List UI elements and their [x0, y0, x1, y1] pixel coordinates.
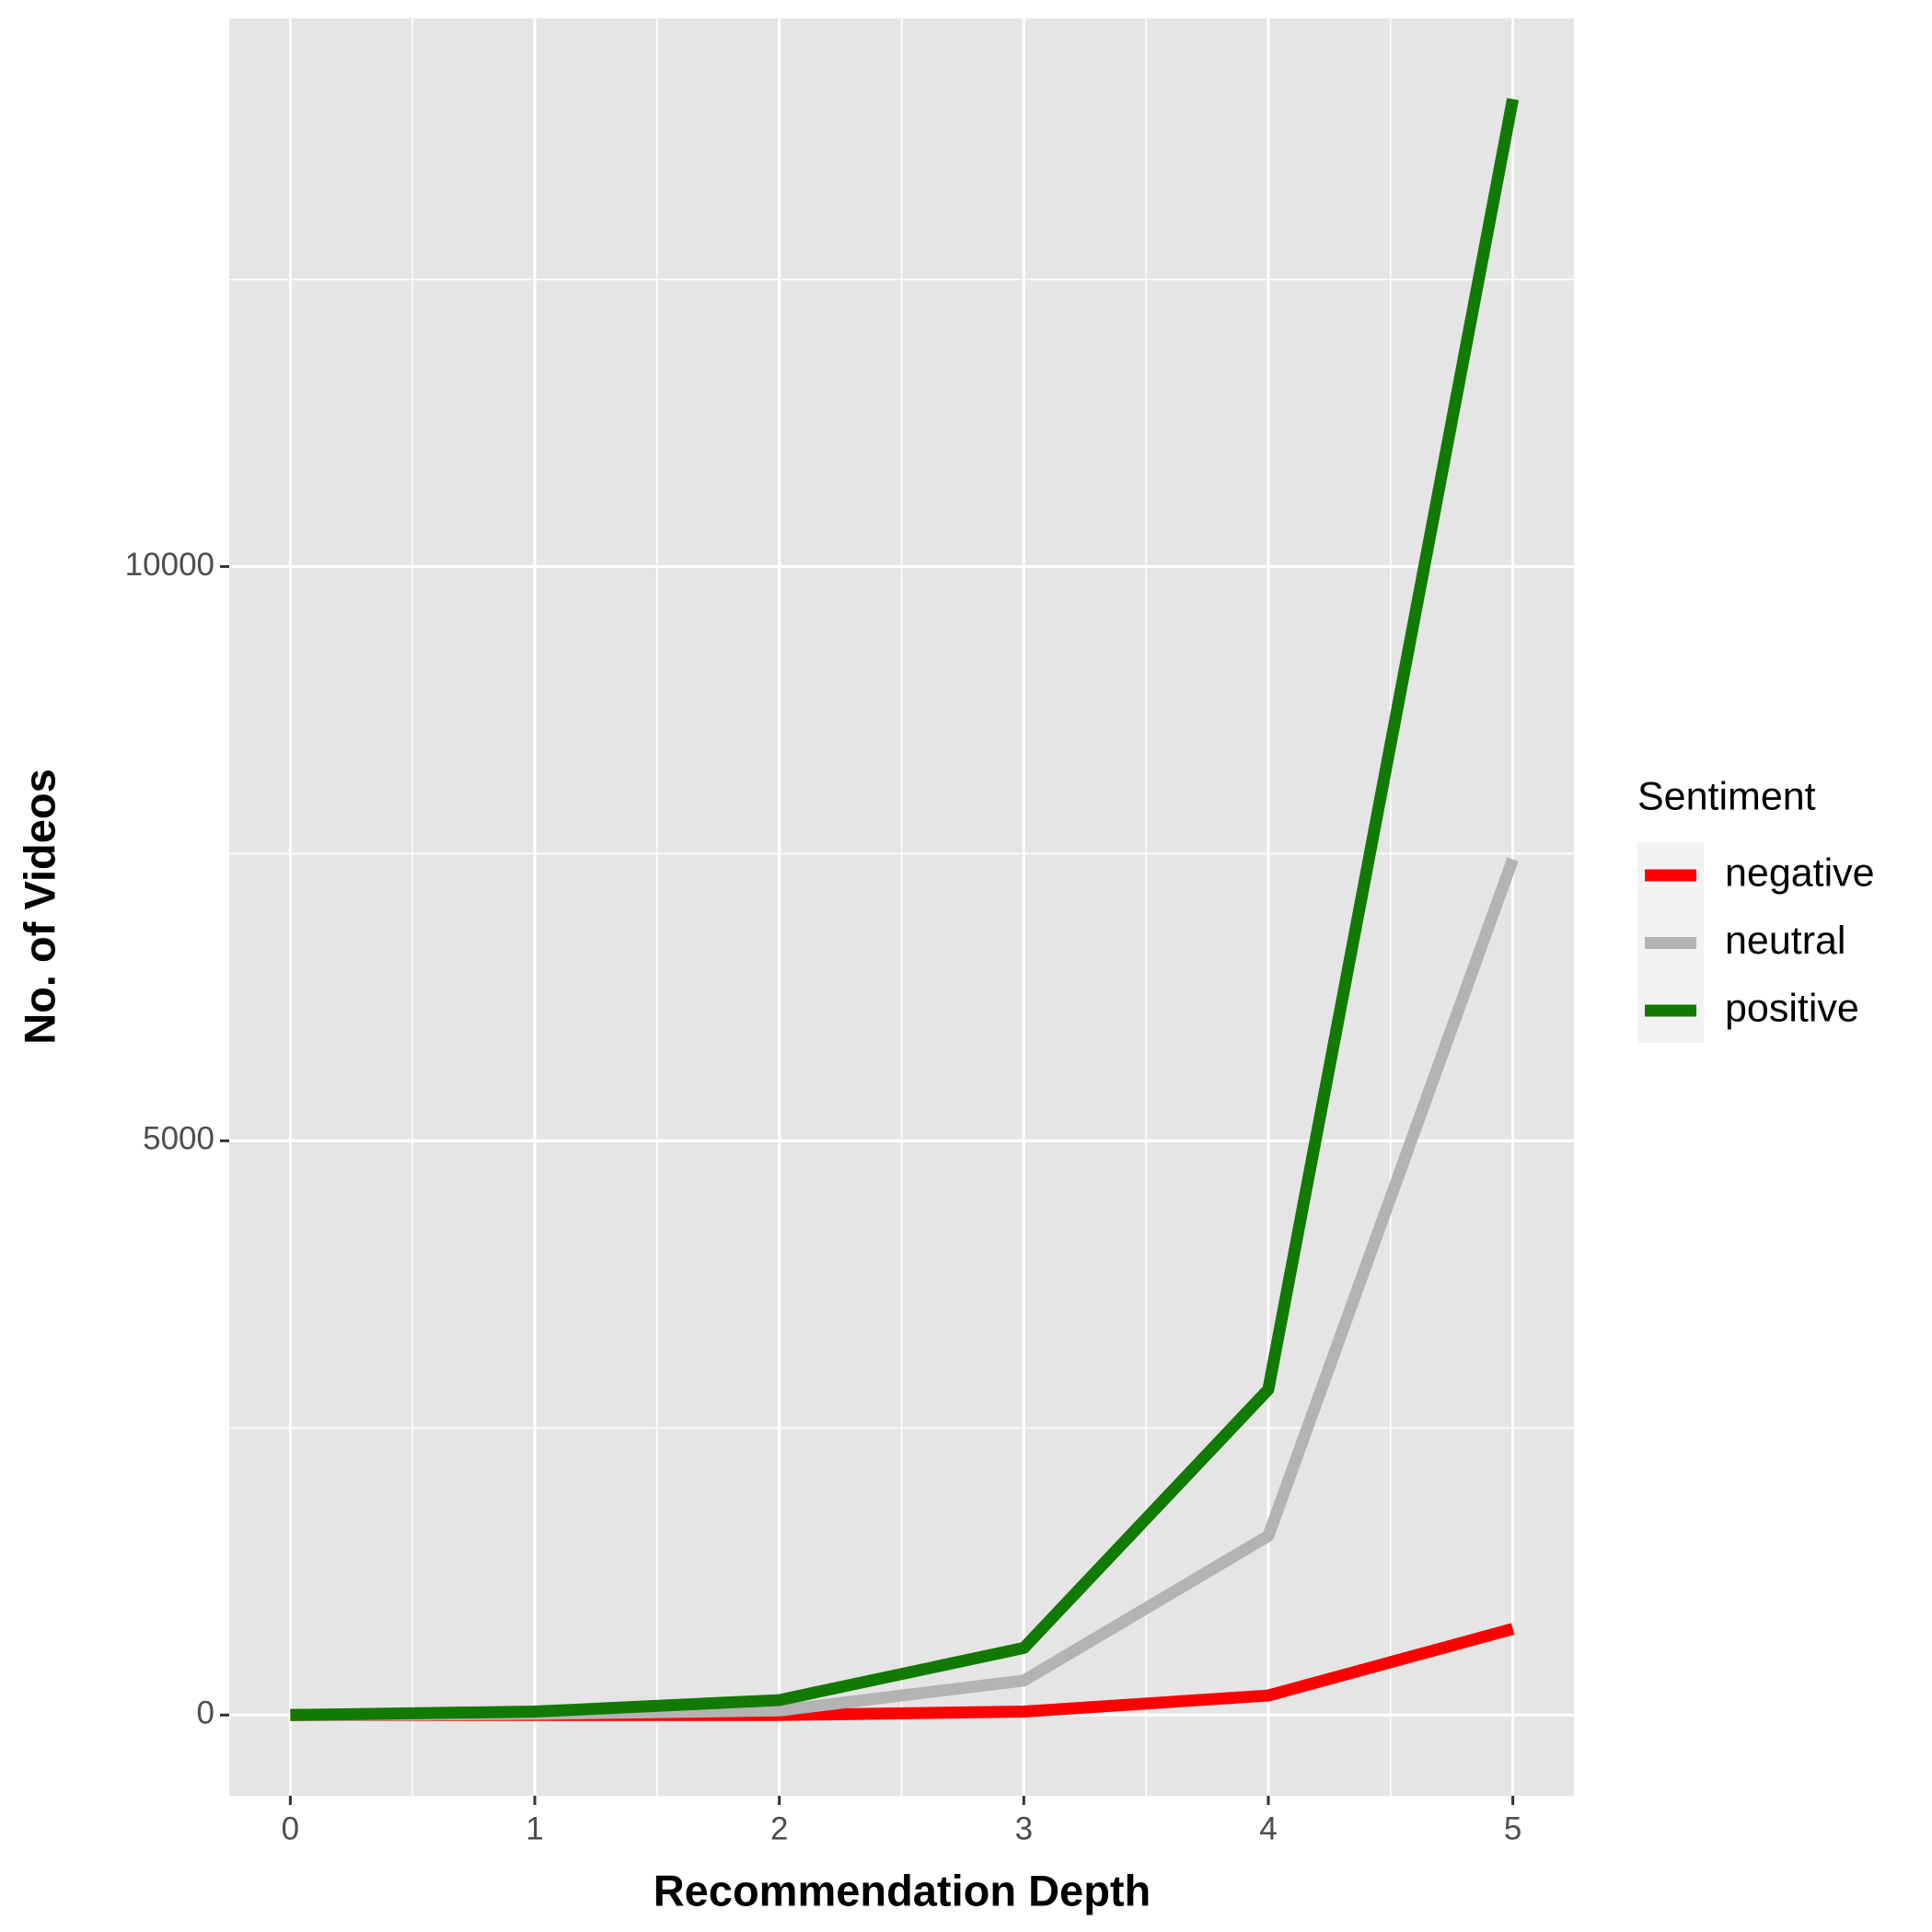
x-tick-label: 3: [1015, 1811, 1033, 1846]
x-axis-title: Recommendation Depth: [654, 1866, 1151, 1915]
x-tick-label: 4: [1259, 1811, 1277, 1846]
x-tick-label: 0: [282, 1811, 299, 1846]
lines: [290, 98, 1519, 1721]
legend-label: negative: [1725, 850, 1875, 895]
legend-title: Sentiment: [1637, 774, 1816, 818]
x-tick-label: 5: [1504, 1811, 1521, 1846]
y-tick-label: 10000: [125, 547, 214, 583]
legend: negative neutral positive: [1645, 850, 1875, 1030]
x-tick-label: 2: [770, 1811, 788, 1846]
y-tick-label: 0: [197, 1695, 214, 1731]
y-tick-label: 5000: [143, 1121, 214, 1157]
y-axis-title: No. of Videos: [15, 769, 64, 1044]
x-tick-label: 1: [526, 1811, 543, 1846]
legend-label: positive: [1725, 986, 1859, 1030]
series-line: [290, 98, 1519, 1721]
legend-label: neutral: [1725, 919, 1845, 963]
axes: 0 5000 10000 0 1 2 3 4 5: [125, 547, 1522, 1846]
